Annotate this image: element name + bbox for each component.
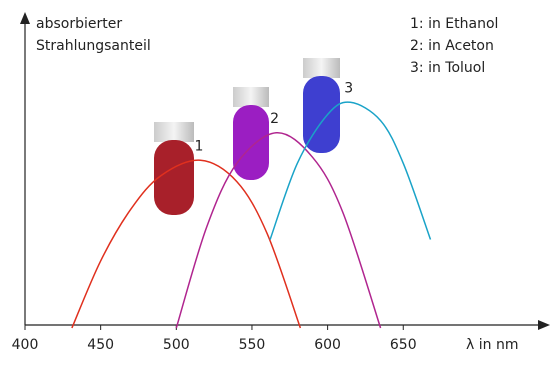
tube-top xyxy=(233,87,269,107)
tube-purple xyxy=(233,105,269,180)
tube-red xyxy=(154,140,194,215)
x-tick-label: 450 xyxy=(87,337,114,353)
x-tick-label: 650 xyxy=(390,337,417,353)
chart: absorbierter Strahlungsanteil λ in nm 1:… xyxy=(0,0,552,373)
y-label: Strahlungsanteil xyxy=(36,38,151,54)
x-tick-label: 400 xyxy=(12,337,39,353)
legend-entry: 1: in Ethanol xyxy=(410,16,498,32)
curve-label: 1 xyxy=(195,138,204,154)
x-tick-label: 550 xyxy=(239,337,266,353)
x-tick-label: 600 xyxy=(314,337,341,353)
curve-label: 3 xyxy=(344,80,353,96)
x-label: λ in nm xyxy=(466,337,518,353)
tube-top xyxy=(303,58,340,78)
y-arrow xyxy=(20,12,30,24)
x-arrow xyxy=(538,320,550,330)
y-label: absorbierter xyxy=(36,16,122,32)
x-tick-label: 500 xyxy=(163,337,190,353)
curve xyxy=(270,102,430,239)
legend-entry: 3: in Toluol xyxy=(410,60,485,76)
legend-entry: 2: in Aceton xyxy=(410,38,494,54)
curve-label: 2 xyxy=(270,111,279,127)
tube-top xyxy=(154,122,194,142)
